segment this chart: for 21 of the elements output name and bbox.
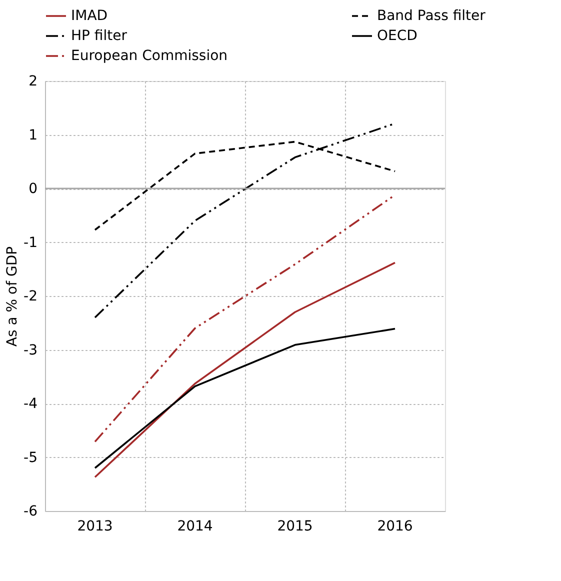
y-tick-label: -2	[24, 288, 38, 304]
legend-label: IMAD	[71, 8, 108, 24]
x-tick-label: 2016	[377, 518, 413, 534]
y-tick-label: -3	[24, 342, 38, 358]
y-tick-label: -4	[24, 396, 38, 412]
y-axis-title: As a % of GDP	[4, 246, 21, 347]
x-tick-label: 2014	[177, 518, 213, 534]
y-tick-label: -6	[24, 504, 38, 520]
y-tick-label: 0	[28, 181, 38, 197]
y-tick-label: -1	[24, 234, 38, 251]
y-tick-label: 1	[28, 127, 38, 144]
legend-label: Band Pass filter	[377, 8, 486, 24]
y-tick-label: -5	[24, 450, 38, 466]
line-series	[94, 328, 396, 469]
y-tick-label: 2	[28, 74, 38, 90]
x-tick-label: 2013	[77, 518, 113, 534]
line-series	[94, 262, 396, 478]
legend-label: OECD	[377, 28, 418, 44]
x-tick-label: 2015	[277, 518, 313, 534]
legend-label: European Commission	[71, 48, 228, 64]
legend-label: HP filter	[71, 28, 128, 44]
